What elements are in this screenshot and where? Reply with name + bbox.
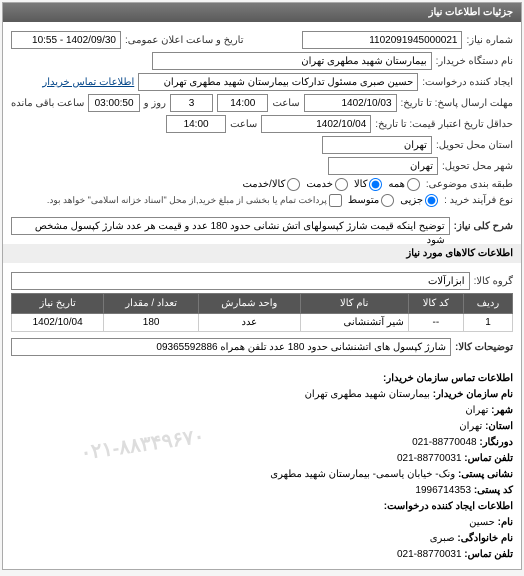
class-service-label: خدمت — [306, 179, 333, 190]
th-row: ردیف — [463, 294, 512, 314]
req-family-label: نام خانوادگی: — [457, 533, 513, 544]
req-family: صبری — [430, 533, 455, 544]
class-all-label: همه — [388, 179, 404, 190]
contact-postal-label: کد پستی: — [474, 485, 513, 496]
th-code: کد کالا — [408, 294, 463, 314]
remaining-days-field: 3 — [170, 94, 213, 112]
th-name: نام کالا — [300, 294, 408, 314]
request-no-field: 1102091945000021 — [302, 31, 462, 49]
th-date: تاریخ نیاز — [12, 294, 104, 314]
td-code: -- — [408, 314, 463, 332]
remaining-days-label: روز و — [144, 98, 166, 109]
payment-note: پرداخت تمام یا بخشی از مبلغ خرید,از محل … — [47, 195, 327, 206]
td-unit: عدد — [199, 314, 301, 332]
contact-province: تهران — [459, 421, 482, 432]
remaining-suffix: ساعت باقی مانده — [11, 98, 84, 109]
goods-group-field: ابزارآلات — [11, 272, 470, 290]
delivery-city-label: شهر محل تحویل: — [442, 161, 513, 172]
public-date-label: تاریخ و ساعت اعلان عمومی: — [125, 35, 244, 46]
req-name: حسین — [469, 517, 495, 528]
contact-postal: 1996714353 — [415, 485, 471, 496]
public-date-field: 1402/09/30 - 10:55 — [11, 31, 121, 49]
deadline-hour-field: 14:00 — [217, 94, 268, 112]
class-label: طبقه بندی موضوعی: — [426, 179, 513, 190]
price-validity-date-field: 1402/10/04 — [261, 115, 371, 133]
goods-group-label: گروه کالا: — [474, 276, 513, 287]
class-all-radio[interactable] — [407, 178, 420, 191]
request-no-label: شماره نیاز: — [466, 35, 513, 46]
contact-fax-label: دورنگار: — [479, 437, 513, 448]
req-title: اطلاعات ایجاد کننده درخواست: — [384, 501, 513, 512]
delivery-province-field: تهران — [322, 136, 432, 154]
contact-phone-label: تلفن تماس: — [464, 453, 513, 464]
desc-label: شرح کلی نیاز: — [454, 221, 513, 232]
deadline-hour-label: ساعت — [272, 98, 299, 109]
process-medium-radio[interactable] — [381, 194, 394, 207]
buyer-org-label: نام دستگاه خریدار: — [436, 56, 513, 67]
contact-city: تهران — [465, 405, 488, 416]
contact-link[interactable]: اطلاعات تماس خریدار — [42, 77, 134, 88]
contact-province-label: استان: — [485, 421, 513, 432]
requester-label: ایجاد کننده درخواست: — [422, 77, 513, 88]
contact-fax: 88770048-021 — [412, 437, 477, 448]
buyer-org-field: بیمارستان شهید مطهری تهران — [152, 52, 432, 70]
payment-checkbox[interactable] — [329, 194, 342, 207]
desc-field: توضیح اینکه قیمت شارژ کپسولهای اتش نشانی… — [11, 217, 450, 235]
delivery-province-label: استان محل تحویل: — [436, 140, 513, 151]
contact-org: بیمارستان شهید مطهری تهران — [305, 389, 430, 400]
main-fields: شماره نیاز: 1102091945000021 تاریخ و ساع… — [3, 22, 521, 244]
process-small-label: جزیی — [400, 195, 423, 206]
remaining-time-field: 03:00:50 — [88, 94, 139, 112]
requester-field: حسین صبری مسئول تدارکات بیمارستان شهید م… — [138, 73, 418, 91]
contact-city-label: شهر: — [491, 405, 513, 416]
process-small-radio[interactable] — [425, 194, 438, 207]
class-goods-label: کالا — [354, 179, 368, 190]
td-date: 1402/10/04 — [12, 314, 104, 332]
panel-title: جزئیات اطلاعات نیاز — [3, 3, 521, 22]
th-unit: واحد شمارش — [199, 294, 301, 314]
contact-block: اطلاعات تماس سازمان خریدار: نام سازمان خ… — [3, 365, 521, 569]
price-validity-hour-label: ساعت — [230, 119, 257, 130]
contact-phone: 88770031-021 — [397, 453, 462, 464]
details-panel: جزئیات اطلاعات نیاز شماره نیاز: 11020919… — [2, 2, 522, 570]
extra-desc-field: شارژ کپسول های اتشنشانی حدود 180 عدد تلف… — [11, 338, 451, 356]
req-name-label: نام: — [498, 517, 513, 528]
class-goods-radio[interactable] — [369, 178, 382, 191]
process-medium-label: متوسط — [348, 195, 379, 206]
req-phone: 88770031-021 — [397, 549, 462, 560]
table-row: 1 -- شیر آتشنشانی عدد 180 1402/10/04 — [12, 314, 513, 332]
th-qty: تعداد / مقدار — [104, 294, 199, 314]
contact-title: اطلاعات تماس سازمان خریدار: — [383, 373, 513, 384]
contact-org-label: نام سازمان خریدار: — [433, 389, 513, 400]
td-name: شیر آتشنشانی — [300, 314, 408, 332]
deadline-date-field: 1402/10/03 — [304, 94, 397, 112]
price-validity-label: حداقل تاریخ اعتبار قیمت: تا تاریخ: — [375, 119, 513, 130]
deadline-label: مهلت ارسال پاسخ: تا تاریخ: — [401, 98, 513, 109]
class-goods-service-radio[interactable] — [287, 178, 300, 191]
td-row: 1 — [463, 314, 512, 332]
req-phone-label: تلفن تماس: — [464, 549, 513, 560]
price-validity-hour-field: 14:00 — [166, 115, 226, 133]
class-service-radio[interactable] — [335, 178, 348, 191]
process-label: نوع فرآیند خرید : — [444, 195, 513, 206]
contact-address-label: نشانی پستی: — [458, 469, 513, 480]
class-goods-service-label: کالا/خدمت — [242, 179, 285, 190]
contact-address: ونک- خیابان یاسمی- بیمارستان شهید مطهری — [270, 469, 455, 480]
td-qty: 180 — [104, 314, 199, 332]
goods-table: ردیف کد کالا نام کالا واحد شمارش تعداد /… — [11, 293, 513, 332]
extra-desc-label: توضیحات کالا: — [455, 342, 513, 353]
delivery-city-field: تهران — [328, 157, 438, 175]
